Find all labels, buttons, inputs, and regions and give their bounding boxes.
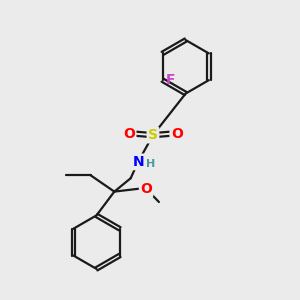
Text: F: F bbox=[166, 73, 176, 87]
Text: O: O bbox=[140, 182, 152, 196]
Text: O: O bbox=[123, 127, 135, 141]
Text: S: S bbox=[148, 128, 158, 142]
Text: H: H bbox=[146, 159, 155, 169]
Text: O: O bbox=[171, 127, 183, 141]
Text: N: N bbox=[132, 155, 144, 169]
